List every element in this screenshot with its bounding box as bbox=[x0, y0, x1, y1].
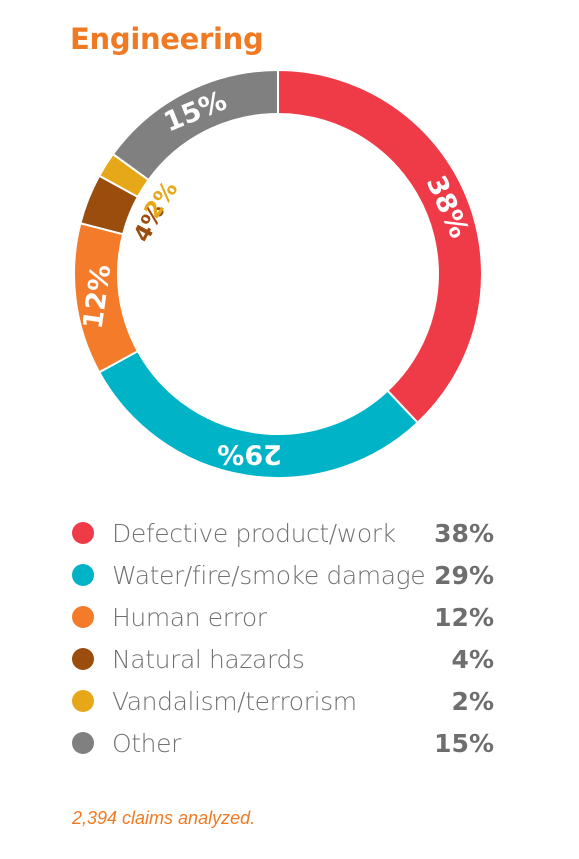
legend-item-water-fire-smoke: Water/fire/smoke damage 29% bbox=[72, 554, 502, 596]
legend-swatch bbox=[72, 648, 94, 670]
legend-label: Vandalism/terrorism bbox=[112, 686, 357, 716]
legend-value: 4% bbox=[451, 644, 494, 674]
legend-label: Other bbox=[112, 728, 181, 758]
legend-item-vandalism: Vandalism/terrorism 2% bbox=[72, 680, 502, 722]
legend-value: 38% bbox=[434, 518, 494, 548]
slice-value-label-water-fire-smoke: 29% bbox=[217, 438, 282, 469]
legend-swatch bbox=[72, 606, 94, 628]
legend-label: Human error bbox=[112, 602, 267, 632]
donut-chart: 38%29%12%4%2%15% bbox=[73, 68, 484, 479]
legend-swatch bbox=[72, 690, 94, 712]
footnote: 2,394 claims analyzed. bbox=[72, 808, 256, 828]
legend-label: Water/fire/smoke damage bbox=[112, 560, 426, 590]
chart-title: Engineering bbox=[70, 22, 264, 56]
legend-swatch bbox=[72, 564, 94, 586]
legend-item-human-error: Human error 12% bbox=[72, 596, 502, 638]
legend-swatch bbox=[72, 732, 94, 754]
legend-swatch bbox=[72, 522, 94, 544]
legend-item-defective: Defective product/work 38% bbox=[72, 512, 502, 554]
legend-value: 15% bbox=[434, 728, 494, 758]
legend-value: 12% bbox=[434, 602, 494, 632]
legend-item-natural-hazards: Natural hazards 4% bbox=[72, 638, 502, 680]
donut-slice-other bbox=[111, 68, 279, 182]
legend-value: 29% bbox=[434, 560, 494, 590]
donut-slice-defective bbox=[277, 68, 484, 425]
legend-label: Natural hazards bbox=[112, 644, 305, 674]
legend-value: 2% bbox=[451, 686, 494, 716]
chart-legend: Defective product/work 38% Water/fire/smok… bbox=[72, 512, 502, 764]
legend-label: Defective product/work bbox=[112, 518, 396, 548]
legend-item-other: Other 15% bbox=[72, 722, 502, 764]
